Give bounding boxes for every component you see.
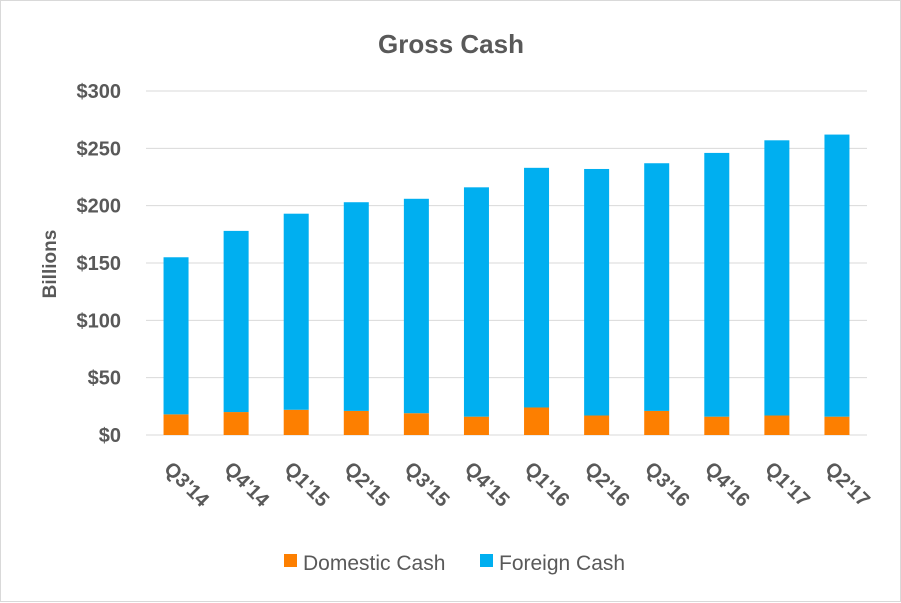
y-tick-label: $150: [77, 253, 122, 275]
bar-foreign-cash: [644, 163, 670, 411]
legend-label: Domestic Cash: [303, 552, 445, 575]
y-axis-ticks: $0 $50 $100 $150 $200 $250 $300: [77, 81, 122, 447]
bar-domestic-cash: [283, 409, 309, 435]
legend-label: Foreign Cash: [499, 552, 625, 575]
x-tick-label: Q4'15: [460, 458, 514, 512]
y-tick-label: $250: [77, 138, 122, 160]
bar-domestic-cash: [343, 410, 369, 435]
bar-domestic-cash: [524, 407, 550, 435]
bars: [163, 134, 850, 435]
bar-foreign-cash: [403, 198, 429, 414]
x-tick-label: Q3'15: [400, 458, 454, 512]
bar-foreign-cash: [463, 187, 489, 417]
bar-domestic-cash: [403, 413, 429, 435]
bar-domestic-cash: [704, 416, 730, 435]
x-tick-label: Q1'17: [760, 458, 814, 512]
y-tick-label: $200: [77, 196, 122, 218]
legend-swatch: [284, 554, 297, 567]
gridlines: [146, 90, 867, 436]
bar-domestic-cash: [163, 414, 189, 435]
bar-domestic-cash: [824, 416, 850, 435]
legend: Domestic Cash Foreign Cash: [284, 552, 625, 575]
x-tick-label: Q4'14: [220, 458, 274, 512]
x-tick-label: Q2'15: [340, 458, 394, 512]
y-tick-label: $50: [88, 368, 121, 390]
bar-foreign-cash: [163, 257, 189, 415]
bar-foreign-cash: [524, 167, 550, 408]
bar-foreign-cash: [824, 134, 850, 417]
x-tick-label: Q2'17: [820, 458, 874, 512]
bar-foreign-cash: [584, 168, 610, 416]
x-tick-label: Q3'16: [640, 458, 694, 512]
bar-foreign-cash: [223, 230, 249, 413]
y-tick-label: $300: [77, 81, 122, 103]
bar-foreign-cash: [343, 202, 369, 411]
x-axis-ticks: Q3'14 Q4'14 Q1'15 Q2'15 Q3'15 Q4'15 Q1'16 Q2'16…: [160, 458, 874, 512]
bar-foreign-cash: [764, 140, 790, 416]
bar-foreign-cash: [704, 152, 730, 417]
bar-domestic-cash: [463, 416, 489, 435]
bar-domestic-cash: [644, 410, 670, 435]
x-tick-label: Q3'14: [160, 458, 214, 512]
bar-domestic-cash: [584, 415, 610, 435]
x-tick-label: Q1'16: [520, 458, 574, 512]
y-axis-label: Billions: [40, 230, 61, 299]
legend-swatch: [480, 554, 493, 567]
y-tick-label: $0: [99, 425, 121, 447]
bar-domestic-cash: [223, 412, 249, 435]
bar-domestic-cash: [764, 415, 790, 435]
x-tick-label: Q2'16: [580, 458, 634, 512]
x-tick-label: Q1'15: [280, 458, 334, 512]
bar-foreign-cash: [283, 213, 309, 410]
x-tick-label: Q4'16: [700, 458, 754, 512]
chart-title: Gross Cash: [378, 29, 524, 59]
y-tick-label: $100: [77, 310, 122, 332]
